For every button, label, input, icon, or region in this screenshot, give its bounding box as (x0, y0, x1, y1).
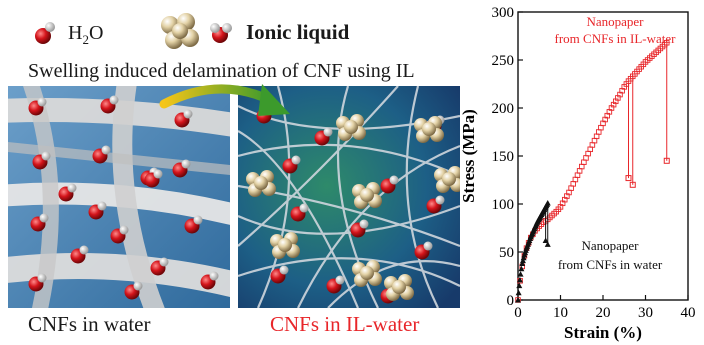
failure-point (625, 175, 632, 182)
water-molecule-icon (150, 257, 169, 276)
diagram-subtitle: Swelling induced delamination of CNF usi… (28, 60, 415, 82)
water-molecule-icon (88, 201, 107, 220)
y-tick-label: 200 (492, 101, 515, 117)
water-molecule-icon (270, 265, 289, 284)
water-molecule-icon (282, 155, 301, 174)
ionic-liquid-icon (352, 260, 382, 287)
ionic-liquid-icon (246, 170, 276, 197)
panel-cnfs-in-il-water (238, 86, 460, 308)
ionic-liquid-icon (336, 114, 366, 141)
x-tick-label: 0 (514, 305, 522, 321)
annotation-water-line2: from CNFs in water (558, 257, 663, 272)
data-point (520, 254, 527, 261)
annotation-il-water-line1: Nanopaper (586, 14, 644, 29)
water-molecule-icon (28, 97, 47, 116)
y-tick-label: 100 (492, 197, 515, 213)
water-molecule-icon (290, 203, 309, 222)
series-water (515, 200, 551, 303)
failure-point (542, 237, 549, 243)
water-molecule-icon (58, 183, 77, 202)
failure-point (629, 181, 636, 188)
water-molecule-icon (326, 275, 345, 294)
ionic-liquid-icon (434, 166, 460, 193)
water-molecule-icon (100, 95, 119, 114)
ionic-liquid-icon (352, 182, 382, 209)
data-point (518, 265, 525, 272)
y-tick-label: 50 (499, 245, 514, 261)
data-point (519, 260, 526, 267)
x-tick-label: 20 (596, 305, 611, 321)
panel-cnfs-in-water (8, 86, 230, 308)
x-axis-label: Strain (%) (564, 323, 642, 342)
x-tick-label: 30 (638, 305, 653, 321)
failure-point (663, 157, 670, 164)
data-point (519, 257, 526, 264)
water-molecule-icon (144, 169, 163, 188)
water-molecule-icon (174, 109, 193, 128)
ionic-liquid-legend-label: Ionic liquid (246, 20, 350, 44)
data-point (516, 276, 523, 283)
water-molecule-icon (124, 281, 143, 300)
y-tick-label: 150 (492, 149, 515, 165)
x-tick-label: 40 (681, 305, 696, 321)
data-point (516, 282, 523, 289)
water-molecule-icon (35, 22, 55, 44)
water-molecule-icon (28, 273, 47, 292)
water-molecule-icon (426, 195, 445, 214)
water-legend-label: H2O (68, 22, 104, 47)
stress-strain-chart: 0 10 20 30 40 0 50 100 150 200 250 300 Strain (%) S… (460, 5, 696, 342)
x-tick-label: 10 (553, 305, 568, 321)
water-molecule-icon (380, 175, 399, 194)
water-molecule-icon (32, 151, 51, 170)
data-point (515, 297, 521, 303)
ionic-liquid-icon (384, 274, 414, 301)
annotation-water-line1: Nanopaper (581, 238, 639, 253)
water-molecule-icon (200, 271, 219, 290)
ionic-liquid-icon (161, 13, 199, 49)
water-molecule-icon (30, 213, 49, 232)
failure-point (544, 241, 551, 247)
water-molecule-icon (414, 241, 433, 260)
water-molecule-icon (210, 23, 232, 43)
y-tick-label: 0 (507, 293, 515, 309)
water-molecule-icon (172, 159, 191, 178)
y-axis-label: Stress (MPa) (460, 109, 478, 203)
water-molecule-icon (92, 145, 111, 164)
ionic-liquid-icon (270, 232, 300, 259)
water-molecule-icon (314, 127, 333, 146)
water-molecule-icon (184, 215, 203, 234)
ionic-liquid-icon (414, 116, 444, 143)
water-molecule-icon (110, 225, 129, 244)
annotation-il-water-line2: from CNFs in IL-water (555, 31, 677, 46)
data-point (544, 200, 551, 206)
data-point (517, 271, 524, 277)
y-tick-label: 250 (492, 53, 515, 69)
y-tick-label: 300 (492, 5, 515, 21)
caption-left: CNFs in water (28, 312, 151, 336)
water-molecule-icon (70, 245, 89, 264)
caption-right: CNFs in IL-water (270, 312, 420, 336)
water-molecule-icon (350, 219, 369, 238)
delamination-arrow (159, 84, 290, 116)
data-point (515, 289, 522, 296)
